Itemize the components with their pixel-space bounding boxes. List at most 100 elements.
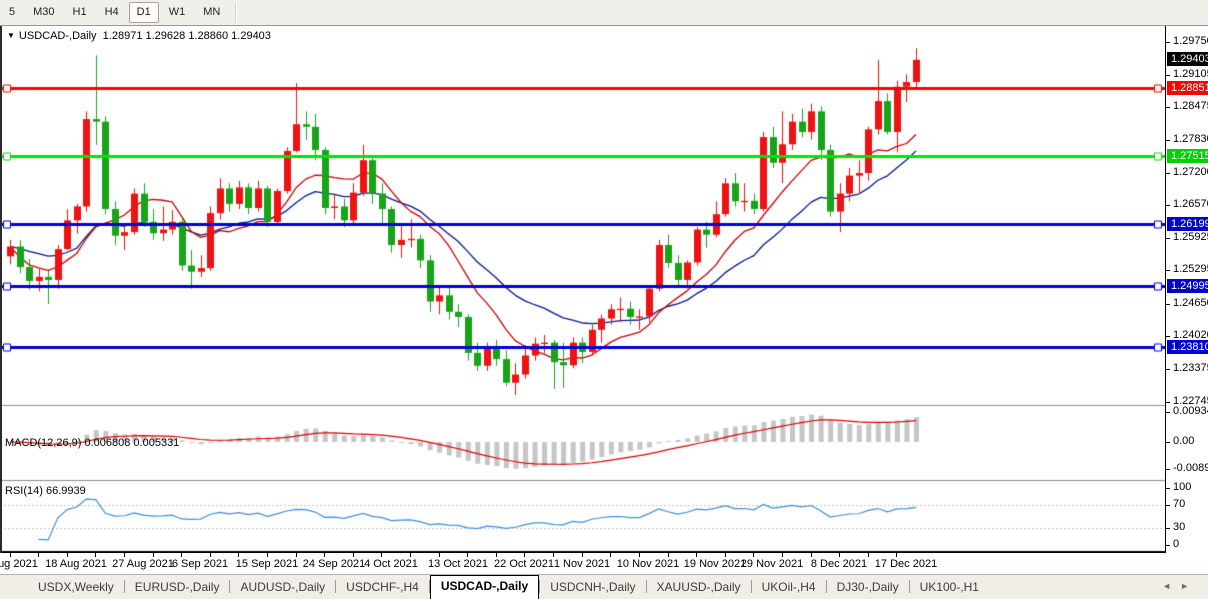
date-label: 27 Aug 2021 xyxy=(112,558,174,570)
date-minor-tick xyxy=(582,553,583,557)
date-minor-tick xyxy=(10,553,11,557)
price-badge: 1.29403 xyxy=(1167,52,1208,66)
rsi-value: 66.9939 xyxy=(45,485,86,497)
date-label: 8 Dec 2021 xyxy=(810,558,868,570)
date-minor-tick xyxy=(725,553,726,557)
chart-dropdown-icon[interactable]: ▼ xyxy=(7,31,15,40)
timeframe-button-w1[interactable]: W1 xyxy=(168,6,186,18)
price-tick-label: 1.25925 xyxy=(1173,231,1208,243)
tab-separator xyxy=(229,580,231,593)
price-tick xyxy=(1166,369,1170,370)
chart-canvas[interactable] xyxy=(0,26,1166,553)
tab-separator xyxy=(645,580,647,593)
tab-item-usdchf-h4[interactable]: USDCHF-,H4 xyxy=(346,580,419,594)
date-label: 22 Oct 2021 xyxy=(494,558,554,570)
price-tick xyxy=(1166,173,1170,174)
timeframe-button-5[interactable]: 5 xyxy=(9,6,16,18)
date-minor-tick xyxy=(238,553,239,557)
ohlc-open: 1.28971 xyxy=(102,30,143,42)
tab-separator xyxy=(428,580,430,593)
date-label: 13 Oct 2021 xyxy=(428,558,488,570)
date-minor-tick xyxy=(38,553,39,557)
date-label: 19 Nov 2021 xyxy=(683,558,747,570)
macd-indicator-label: MACD(12,26,9) 0.006808 0.005331 xyxy=(5,437,180,449)
price-tick-label: 1.29750 xyxy=(1173,35,1208,47)
date-minor-tick xyxy=(668,553,669,557)
tab-separator xyxy=(825,580,827,593)
date-minor-tick xyxy=(439,553,440,557)
date-label: 6 Sep 2021 xyxy=(171,558,229,570)
date-label: 4 Oct 2021 xyxy=(364,558,418,570)
rsi-axis-tick xyxy=(1166,505,1170,506)
timeframe-button-h1[interactable]: H1 xyxy=(72,6,87,18)
rsi-axis-label: 0 xyxy=(1173,538,1180,550)
price-axis[interactable]: 1.29750 1.29105 1.28475 1.27830 1.27200 1.265… xyxy=(1165,26,1208,553)
price-tick xyxy=(1166,402,1170,403)
timeframe-button-mn[interactable]: MN xyxy=(203,6,221,18)
tab-item-uk100-h1[interactable]: UK100-,H1 xyxy=(919,580,979,594)
tab-item-xauusd-daily[interactable]: XAUUSD-,Daily xyxy=(656,580,741,594)
date-minor-tick xyxy=(353,553,354,557)
timeframe-button-m30[interactable]: M30 xyxy=(33,6,55,18)
date-minor-tick xyxy=(153,553,154,557)
macd-axis-tick xyxy=(1166,412,1170,413)
date-minor-tick xyxy=(95,553,96,557)
rsi-axis-tick xyxy=(1166,488,1170,489)
chart-window-top-border xyxy=(0,25,1208,26)
tab-item-eurusd-daily[interactable]: EURUSD-,Daily xyxy=(134,580,220,594)
date-label: 17 Dec 2021 xyxy=(874,558,938,570)
tab-item-audusd-daily[interactable]: AUDUSD-,Daily xyxy=(240,580,326,594)
date-minor-tick xyxy=(124,553,125,557)
date-minor-tick xyxy=(782,553,783,557)
macd-axis-tick xyxy=(1166,442,1170,443)
timeframe-button-d1[interactable]: D1 xyxy=(128,2,159,23)
tab-separator xyxy=(908,580,910,593)
price-tick-label: 1.24020 xyxy=(1173,329,1208,341)
date-minor-tick xyxy=(296,553,297,557)
price-tick-label: 1.26570 xyxy=(1173,198,1208,210)
macd-axis-label: -0.008902 xyxy=(1173,462,1208,474)
price-tick xyxy=(1166,140,1170,141)
price-tick xyxy=(1166,205,1170,206)
timeframe-button-h4[interactable]: H4 xyxy=(104,6,119,18)
ohlc-low: 1.28860 xyxy=(188,30,229,42)
price-badge: 1.28851 xyxy=(1167,81,1208,95)
ohlc-close: 1.29403 xyxy=(231,30,271,42)
timeframe-toolbar: 5 M30 H1 H4 D1 W1 MN xyxy=(0,0,1208,26)
date-minor-tick xyxy=(610,553,611,557)
date-minor-tick xyxy=(896,553,897,557)
date-label: 29 Nov 2021 xyxy=(740,558,804,570)
tab-item-ukoil-h4[interactable]: UKOil-,H4 xyxy=(761,580,816,594)
price-tick-label: 1.27830 xyxy=(1173,133,1208,145)
date-label: 9 Aug 2021 xyxy=(0,558,38,570)
chart-window-left-border xyxy=(0,26,2,553)
price-badge: 1.26199 xyxy=(1167,217,1208,231)
date-minor-tick xyxy=(696,553,697,557)
date-minor-tick xyxy=(410,553,411,557)
price-tick xyxy=(1166,270,1170,271)
tab-item-usdcnh-daily[interactable]: USDCNH-,Daily xyxy=(550,580,636,594)
date-minor-tick xyxy=(868,553,869,557)
tab-item-usdcad-daily[interactable]: USDCAD-,Daily xyxy=(429,575,540,599)
macd-values: 0.006808 0.005331 xyxy=(84,437,180,449)
ohlc-high: 1.29628 xyxy=(145,30,186,42)
price-tick xyxy=(1166,336,1170,337)
price-tick-label: 1.28475 xyxy=(1173,100,1208,112)
date-label: 15 Sep 2021 xyxy=(235,558,299,570)
rsi-axis-label: 30 xyxy=(1173,521,1186,533)
tab-scroll-right-icon[interactable]: ► xyxy=(1180,581,1198,591)
tab-item-usdx-weekly[interactable]: USDX,Weekly xyxy=(38,580,114,594)
date-label: 24 Sep 2021 xyxy=(302,558,366,570)
rsi-axis-tick xyxy=(1166,528,1170,529)
date-minor-tick xyxy=(753,553,754,557)
date-minor-tick xyxy=(67,553,68,557)
tab-scroll-left-icon[interactable]: ◄ xyxy=(1162,581,1181,591)
price-tick xyxy=(1166,238,1170,239)
date-label: 1 Nov 2021 xyxy=(553,558,611,570)
price-tick-label: 1.29105 xyxy=(1173,68,1208,80)
tab-separator xyxy=(539,580,541,593)
date-minor-tick xyxy=(496,553,497,557)
tab-item-dj30-daily[interactable]: DJ30-,Daily xyxy=(836,580,899,594)
